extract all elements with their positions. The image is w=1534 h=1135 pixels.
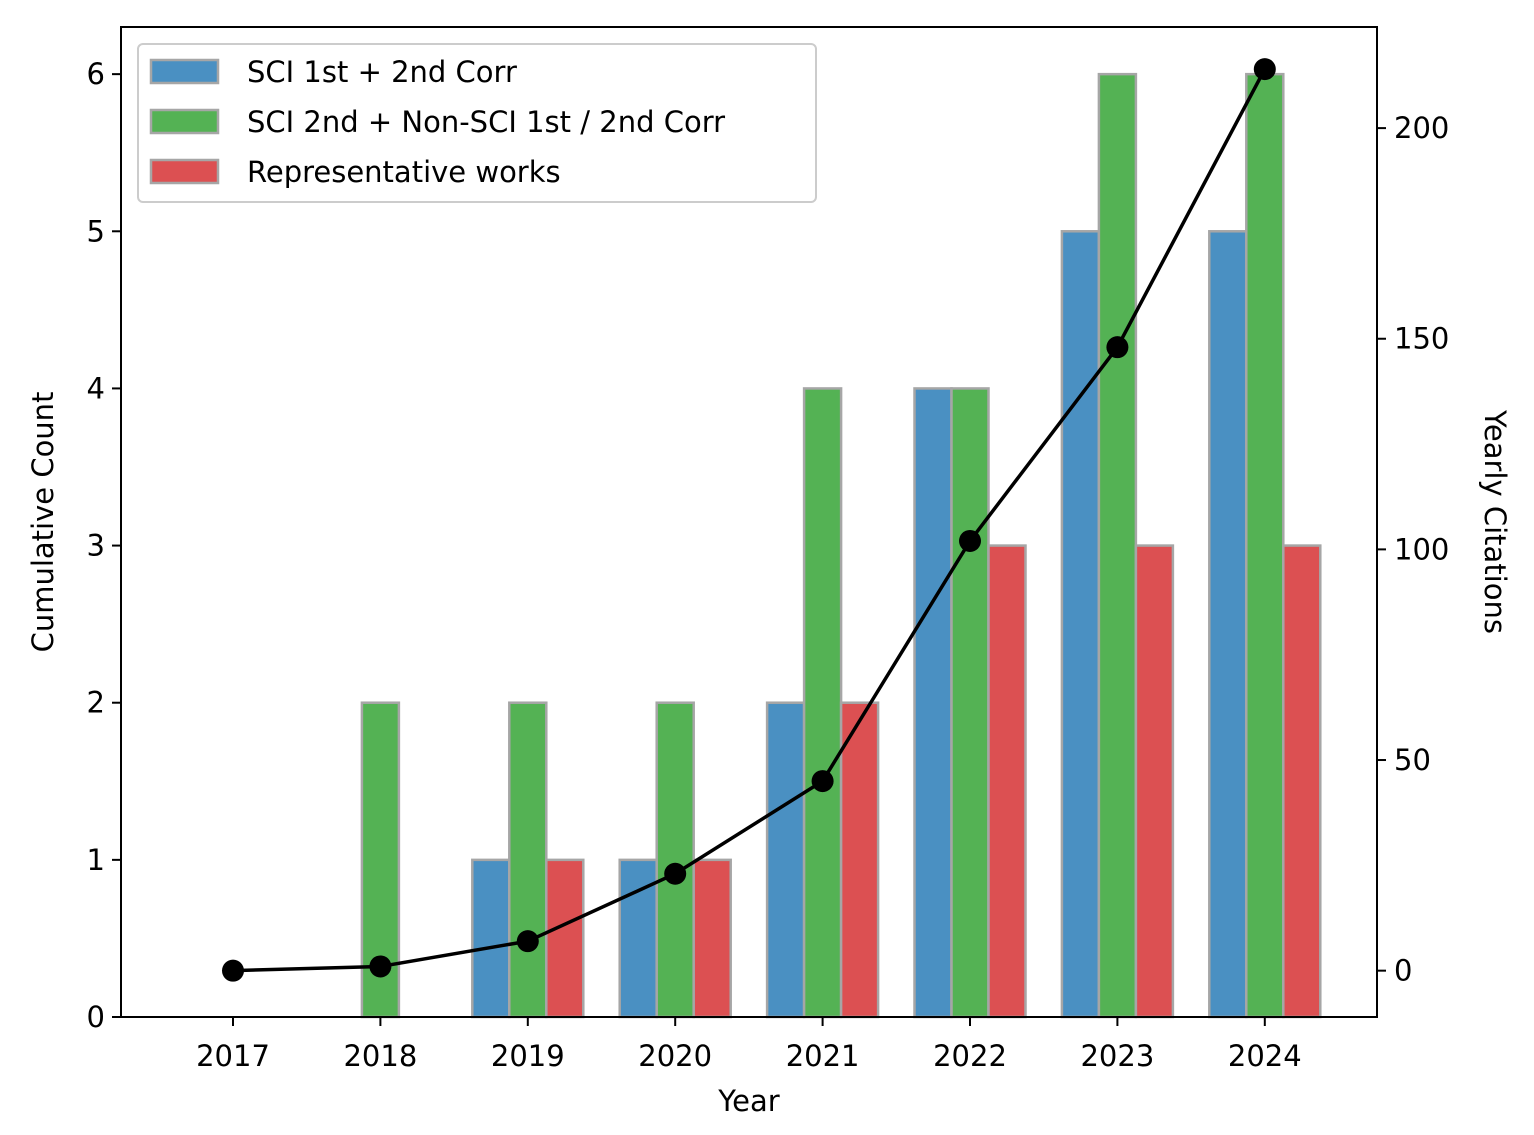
y-axis-right: 0 50 100 150 200 bbox=[1377, 111, 1449, 988]
bar-series2-2023 bbox=[1097, 72, 1138, 1019]
bar-series2-2022 bbox=[950, 387, 990, 1019]
bar-series2-2024 bbox=[1245, 72, 1285, 1019]
citation-point-2023 bbox=[1106, 336, 1129, 359]
bar-series2-2021 bbox=[802, 387, 843, 1019]
y-tick-label-1: 1 bbox=[87, 843, 105, 877]
bar-series1-2024 bbox=[1208, 230, 1248, 1019]
x-tick-label-2019: 2019 bbox=[491, 1039, 565, 1073]
citation-point-2024 bbox=[1253, 58, 1276, 81]
bar-series3-2019 bbox=[545, 858, 585, 1019]
y2-tick-label-100: 100 bbox=[1394, 532, 1449, 566]
x-tick-label-2018: 2018 bbox=[343, 1039, 417, 1073]
bar-series1-2023 bbox=[1060, 230, 1101, 1019]
y-tick-label-6: 6 bbox=[87, 57, 105, 91]
legend-swatch-1 bbox=[149, 58, 220, 85]
legend-frame bbox=[137, 43, 817, 203]
x-tick-label-2017: 2017 bbox=[196, 1039, 270, 1073]
bar-series3-2020 bbox=[692, 858, 732, 1019]
x-tick-label-2021: 2021 bbox=[786, 1039, 860, 1073]
bar-series1-2021 bbox=[765, 701, 806, 1019]
bar-series2-2019 bbox=[508, 701, 548, 1019]
legend-label-2: SCI 2nd + Non-SCI 1st / 2nd Corr bbox=[247, 105, 725, 139]
citation-line bbox=[232, 68, 1267, 973]
y-tick-label-0: 0 bbox=[87, 1000, 105, 1034]
x-tick-label-2024: 2024 bbox=[1228, 1039, 1302, 1073]
citation-line-layer bbox=[222, 58, 1276, 982]
bar-series2-2020 bbox=[655, 701, 695, 1019]
legend-label-3: Representative works bbox=[247, 155, 561, 189]
x-axis: 2017 2018 2019 2020 2021 2022 2023 2024 bbox=[196, 1017, 1302, 1073]
x-tick-label-2020: 2020 bbox=[638, 1039, 712, 1073]
y2-tick-label-50: 50 bbox=[1394, 743, 1431, 777]
legend-label-1: SCI 1st + 2nd Corr bbox=[247, 55, 517, 89]
citation-point-2022 bbox=[959, 529, 981, 552]
bar-series3-2021 bbox=[839, 701, 880, 1019]
x-axis-label: Year bbox=[717, 1084, 779, 1118]
y-axis-label: Cumulative Count bbox=[26, 392, 60, 653]
bar-series3-2023 bbox=[1134, 544, 1175, 1019]
bar-layer bbox=[360, 72, 1322, 1019]
y2-tick-label-200: 200 bbox=[1394, 111, 1449, 145]
y-tick-label-3: 3 bbox=[87, 529, 105, 563]
citation-point-2017 bbox=[222, 959, 244, 982]
x-tick-label-2022: 2022 bbox=[933, 1039, 1007, 1073]
legend-swatch-3 bbox=[149, 158, 220, 185]
bar-series1-2022 bbox=[913, 387, 953, 1019]
citation-point-2021 bbox=[811, 770, 834, 793]
y-tick-label-2: 2 bbox=[87, 686, 105, 720]
y2-tick-label-0: 0 bbox=[1394, 954, 1412, 988]
citation-point-2018 bbox=[369, 955, 392, 978]
y-axis-left: 0 1 2 3 4 5 6 bbox=[87, 57, 121, 1034]
bar-series1-2019 bbox=[471, 858, 511, 1019]
y2-axis-label: Yearly Citations bbox=[1478, 409, 1512, 634]
plot-frame bbox=[120, 26, 1378, 1018]
x-tick-label-2023: 2023 bbox=[1080, 1039, 1154, 1073]
y-tick-label-4: 4 bbox=[87, 371, 105, 405]
bar-series3-2022 bbox=[987, 544, 1027, 1019]
y-tick-label-5: 5 bbox=[87, 214, 105, 248]
legend: SCI 1st + 2nd Corr SCI 2nd + Non-SCI 1st … bbox=[137, 43, 817, 203]
citation-point-2020 bbox=[664, 862, 687, 885]
legend-swatch-2 bbox=[149, 108, 220, 135]
citation-point-2019 bbox=[516, 930, 539, 953]
y2-tick-label-150: 150 bbox=[1394, 322, 1449, 356]
bar-series3-2024 bbox=[1282, 544, 1322, 1019]
